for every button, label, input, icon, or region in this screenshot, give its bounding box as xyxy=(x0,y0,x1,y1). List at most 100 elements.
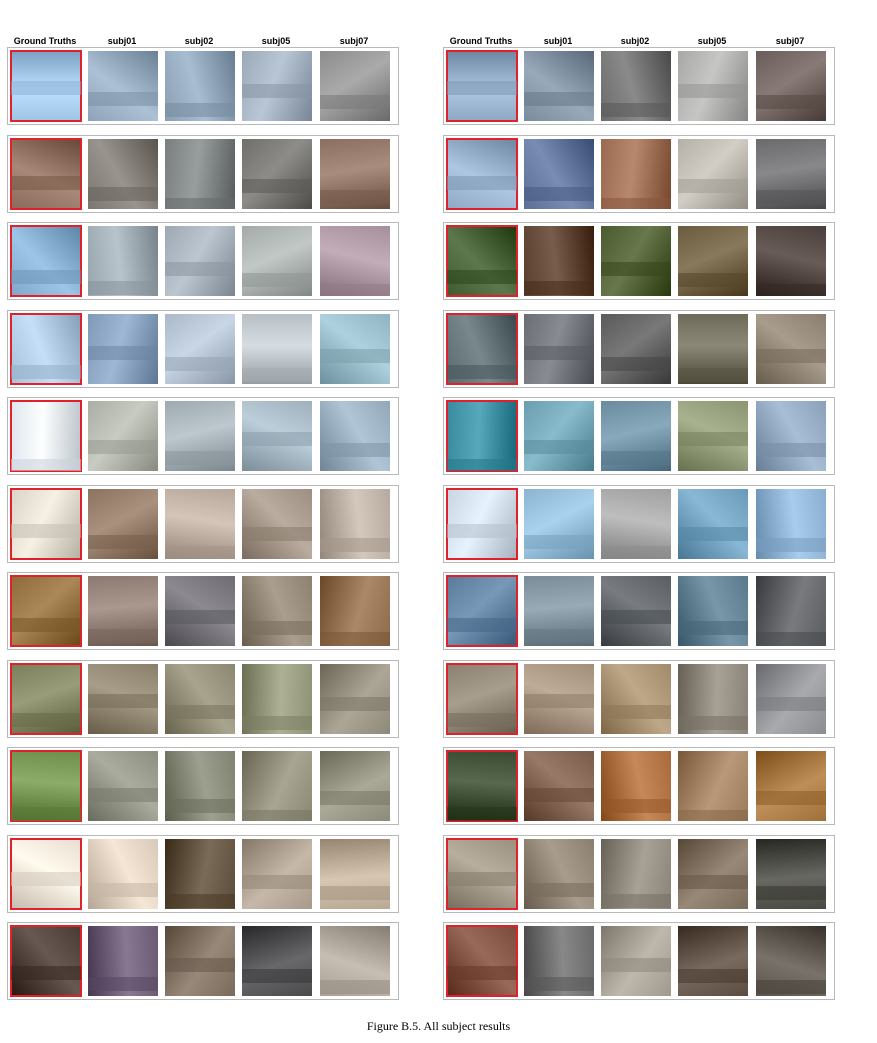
image-texture xyxy=(320,538,390,552)
reconstruction-image xyxy=(524,839,594,909)
reconstruction-image xyxy=(601,489,671,559)
result-row xyxy=(443,397,835,475)
reconstruction-image xyxy=(756,139,826,209)
column-header: subj05 xyxy=(261,36,291,46)
image-texture xyxy=(601,894,671,908)
image-texture xyxy=(88,440,158,454)
image-texture xyxy=(165,357,235,371)
result-row xyxy=(7,835,399,913)
ground-truth-image xyxy=(10,663,82,735)
image-texture xyxy=(242,273,312,287)
reconstruction-image xyxy=(165,489,235,559)
reconstruction-image xyxy=(320,489,390,559)
result-row xyxy=(443,485,835,563)
image-texture xyxy=(242,969,312,983)
column-header: Ground Truths xyxy=(449,36,513,46)
ground-truth-image xyxy=(446,400,518,472)
reconstruction-image xyxy=(756,51,826,121)
image-texture xyxy=(88,629,158,643)
reconstruction-image xyxy=(678,314,748,384)
image-texture xyxy=(165,799,235,813)
image-texture xyxy=(165,262,235,276)
result-row xyxy=(7,922,399,1000)
ground-truth-image xyxy=(446,750,518,822)
ground-truth-image xyxy=(10,400,82,472)
reconstruction-image xyxy=(165,751,235,821)
image-texture xyxy=(756,980,826,994)
reconstruction-image xyxy=(524,926,594,996)
reconstruction-image xyxy=(242,139,312,209)
reconstruction-image xyxy=(242,926,312,996)
reconstruction-image xyxy=(242,401,312,471)
image-texture xyxy=(320,632,390,646)
reconstruction-image xyxy=(242,664,312,734)
ground-truth-image xyxy=(446,925,518,997)
reconstruction-image xyxy=(678,664,748,734)
image-texture xyxy=(242,432,312,446)
image-texture xyxy=(524,629,594,643)
reconstruction-image xyxy=(320,401,390,471)
reconstruction-image xyxy=(524,139,594,209)
result-row xyxy=(443,660,835,738)
image-texture xyxy=(447,872,517,886)
image-texture xyxy=(165,610,235,624)
image-texture xyxy=(524,883,594,897)
ground-truth-image xyxy=(10,225,82,297)
result-row xyxy=(7,135,399,213)
reconstruction-image xyxy=(320,139,390,209)
image-texture xyxy=(165,894,235,908)
image-texture xyxy=(165,198,235,209)
image-texture xyxy=(447,270,517,284)
image-texture xyxy=(678,179,748,193)
image-texture xyxy=(165,958,235,972)
figure-caption: Figure B.5. All subject results xyxy=(366,1019,511,1033)
reconstruction-image xyxy=(242,314,312,384)
result-row xyxy=(7,660,399,738)
image-texture xyxy=(678,969,748,983)
reconstruction-image xyxy=(165,314,235,384)
image-texture xyxy=(601,799,671,813)
image-texture xyxy=(320,980,390,994)
reconstruction-image xyxy=(320,664,390,734)
image-texture xyxy=(242,179,312,193)
reconstruction-image xyxy=(601,401,671,471)
image-texture xyxy=(678,621,748,635)
reconstruction-image xyxy=(524,751,594,821)
result-row xyxy=(443,135,835,213)
image-texture xyxy=(678,368,748,382)
image-texture xyxy=(320,886,390,900)
reconstruction-image xyxy=(524,226,594,296)
image-texture xyxy=(678,810,748,821)
image-texture xyxy=(242,716,312,730)
image-texture xyxy=(524,346,594,360)
reconstruction-image xyxy=(756,314,826,384)
image-texture xyxy=(447,524,517,538)
image-texture xyxy=(756,443,826,457)
image-texture xyxy=(88,281,158,295)
reconstruction-image xyxy=(756,226,826,296)
image-texture xyxy=(11,270,81,284)
reconstruction-image xyxy=(678,226,748,296)
reconstruction-image xyxy=(320,51,390,121)
column-header: subj07 xyxy=(339,36,369,46)
column-header: subj02 xyxy=(620,36,650,46)
reconstruction-image xyxy=(242,576,312,646)
image-texture xyxy=(678,84,748,98)
image-texture xyxy=(320,284,390,296)
reconstruction-image xyxy=(88,139,158,209)
reconstruction-image xyxy=(601,226,671,296)
image-texture xyxy=(11,81,81,95)
reconstruction-image xyxy=(678,576,748,646)
image-texture xyxy=(524,694,594,708)
ground-truth-image xyxy=(446,575,518,647)
result-row xyxy=(7,310,399,388)
reconstruction-image xyxy=(242,839,312,909)
reconstruction-image xyxy=(601,926,671,996)
image-texture xyxy=(447,966,517,980)
image-texture xyxy=(11,176,81,190)
reconstruction-image xyxy=(320,839,390,909)
reconstruction-image xyxy=(524,314,594,384)
column-header: subj05 xyxy=(697,36,727,46)
result-row xyxy=(443,835,835,913)
image-texture xyxy=(601,103,671,117)
